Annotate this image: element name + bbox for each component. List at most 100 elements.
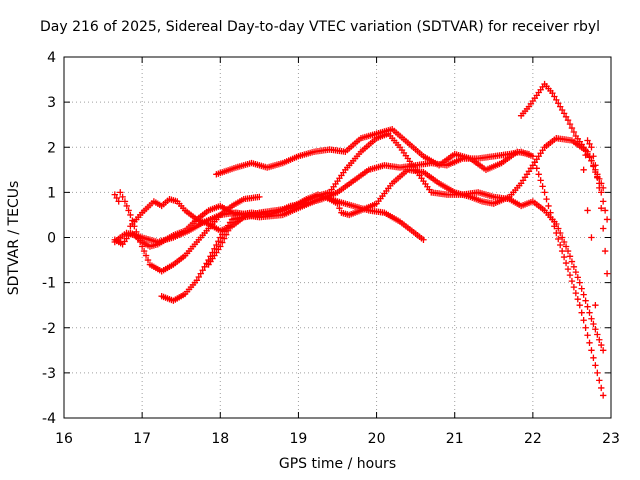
- data-point: [568, 124, 576, 132]
- data-point: [566, 253, 574, 260]
- data-point: [117, 189, 124, 196]
- x-tick-label: 20: [368, 431, 386, 447]
- data-point: [211, 245, 218, 252]
- data-point: [580, 317, 587, 324]
- data-point: [543, 195, 550, 203]
- x-tick-label: 16: [55, 431, 73, 447]
- data-point: [228, 219, 236, 227]
- data-point: [588, 315, 595, 322]
- data-point: [135, 234, 142, 241]
- data-point: [584, 332, 591, 339]
- data-point: [217, 243, 224, 250]
- data-point: [562, 259, 570, 267]
- data-point: [580, 291, 587, 298]
- data-point: [594, 369, 601, 377]
- data-point: [557, 229, 564, 237]
- data-point: [578, 309, 585, 316]
- data-point: [558, 247, 566, 255]
- data-point: [334, 200, 341, 207]
- data-point: [562, 113, 570, 120]
- data-point: [568, 277, 576, 285]
- x-tick-label: 21: [446, 431, 464, 447]
- x-tick-label: 19: [290, 431, 308, 447]
- data-point: [599, 198, 607, 205]
- data-point: [570, 128, 578, 136]
- data-point: [201, 263, 208, 271]
- data-point: [566, 271, 574, 279]
- y-tick-label: 2: [47, 140, 56, 156]
- data-point: [541, 189, 548, 196]
- data-point: [599, 225, 607, 232]
- data-point: [594, 331, 601, 338]
- data-point: [127, 211, 134, 219]
- data-point: [603, 216, 611, 223]
- data-point: [140, 247, 148, 255]
- data-point: [537, 177, 544, 184]
- data-point: [539, 183, 546, 190]
- data-point: [572, 289, 580, 297]
- data-point: [599, 392, 607, 399]
- data-point: [133, 228, 140, 236]
- data-point: [560, 238, 568, 246]
- data-point: [582, 324, 589, 331]
- data-point: [592, 326, 599, 333]
- data-point: [588, 347, 595, 354]
- x-tick-label: 22: [524, 431, 542, 447]
- y-tick-label: -1: [42, 276, 56, 292]
- data-point: [584, 207, 591, 214]
- data-point: [590, 153, 597, 160]
- data-point: [226, 223, 234, 230]
- data-point: [195, 273, 202, 281]
- data-point: [586, 154, 593, 161]
- data-point: [557, 241, 564, 249]
- data-point: [525, 150, 533, 158]
- data-point: [553, 96, 560, 104]
- data-point: [590, 354, 597, 362]
- data-point: [594, 173, 601, 180]
- data-point: [560, 253, 568, 261]
- data-point: [215, 238, 222, 245]
- data-point: [582, 151, 589, 159]
- data-point: [598, 189, 605, 196]
- data-series: [111, 80, 611, 399]
- data-point: [193, 277, 201, 284]
- data-point: [220, 235, 228, 242]
- data-point: [533, 165, 540, 172]
- data-point: [558, 234, 566, 241]
- data-point: [599, 347, 607, 354]
- y-tick-label: 0: [47, 231, 56, 247]
- data-point: [564, 265, 572, 273]
- y-tick-label: -3: [42, 366, 56, 382]
- series-track-6: [205, 130, 607, 354]
- data-point: [576, 279, 583, 286]
- data-point: [144, 256, 152, 264]
- x-tick-label: 18: [211, 431, 229, 447]
- data-point: [125, 207, 132, 214]
- data-point: [545, 202, 552, 210]
- data-point: [586, 309, 593, 316]
- data-point: [586, 140, 593, 148]
- data-point: [592, 362, 599, 369]
- data-point: [420, 236, 427, 243]
- data-point: [580, 166, 587, 174]
- data-point: [588, 157, 595, 164]
- data-point: [558, 106, 566, 114]
- data-point: [578, 285, 585, 292]
- y-tick-label: 3: [47, 95, 56, 111]
- data-point: [586, 339, 593, 346]
- data-point: [596, 184, 603, 192]
- data-point: [592, 301, 599, 309]
- data-point: [557, 103, 564, 110]
- data-point: [592, 162, 599, 169]
- data-point: [219, 239, 226, 246]
- data-point: [576, 301, 583, 309]
- data-point: [224, 227, 232, 234]
- data-point: [596, 336, 603, 343]
- data-point: [555, 235, 562, 243]
- data-point: [115, 198, 122, 205]
- series-track-5: [158, 148, 607, 399]
- data-point: [588, 234, 595, 241]
- data-point: [570, 283, 578, 291]
